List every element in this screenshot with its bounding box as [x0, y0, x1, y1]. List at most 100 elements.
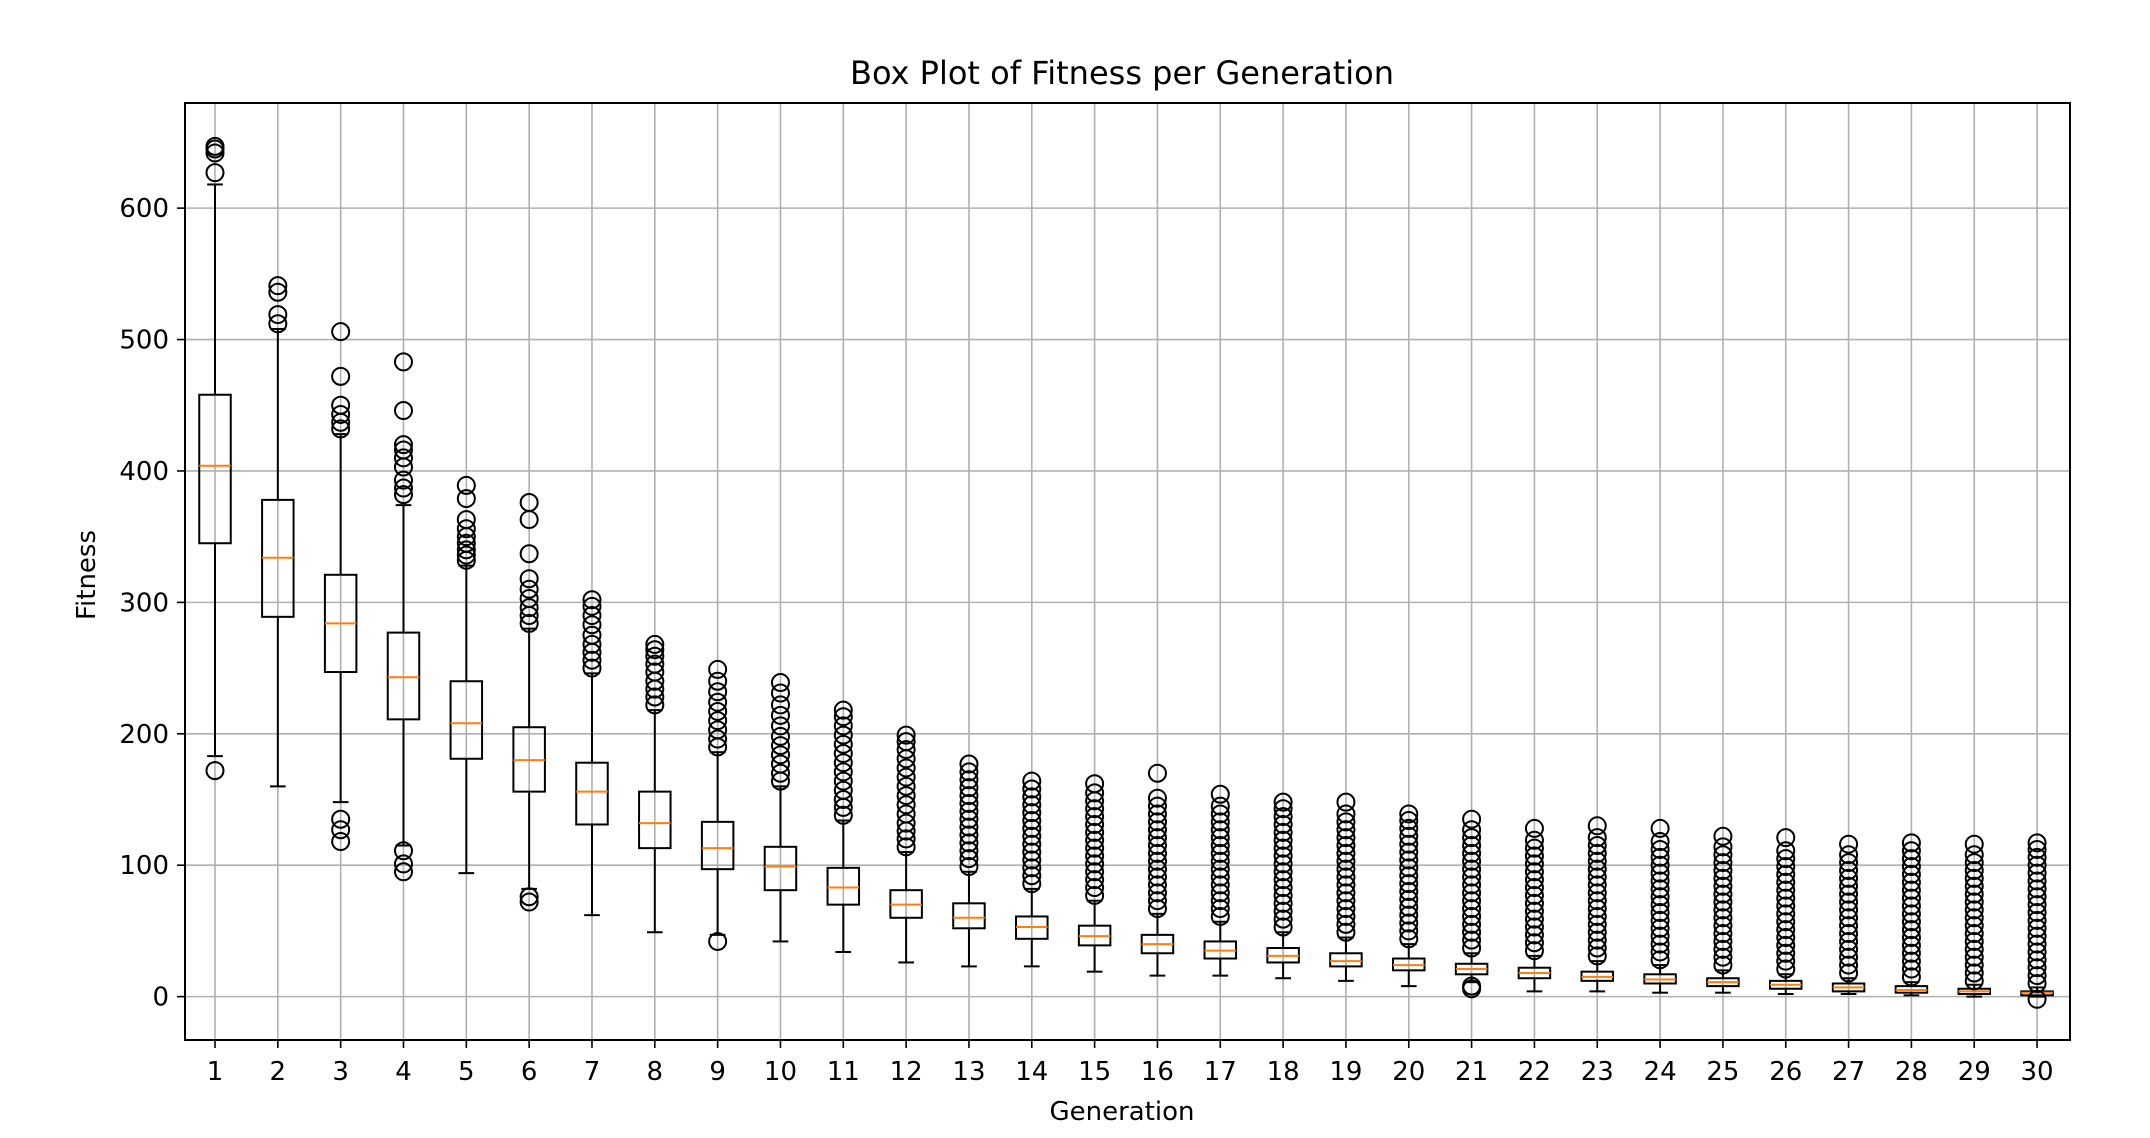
- outlier-point: [1462, 883, 1482, 903]
- outlier-point: [708, 711, 728, 731]
- outlier-point: [708, 931, 728, 951]
- outlier-point: [1022, 803, 1042, 823]
- outlier-point: [1524, 893, 1544, 913]
- outlier-point: [1776, 841, 1796, 861]
- outlier-point: [1085, 830, 1105, 850]
- outlier-point: [2027, 855, 2047, 875]
- outlier-point: [268, 276, 288, 296]
- outlier-point: [645, 640, 665, 660]
- outlier-point: [1650, 903, 1670, 923]
- outlier-point: [2027, 847, 2047, 867]
- outlier-point: [1587, 816, 1607, 836]
- outlier-point: [1901, 920, 1921, 940]
- outlier-point: [1964, 947, 1984, 967]
- outlier-point: [1839, 892, 1859, 912]
- outlier-point: [1587, 836, 1607, 856]
- outlier-point: [896, 795, 916, 815]
- outlier-point: [393, 862, 413, 882]
- outlier-point: [1022, 858, 1042, 878]
- outlier-point: [1901, 904, 1921, 924]
- outlier-point: [1524, 901, 1544, 921]
- outlier-point: [1147, 812, 1167, 832]
- box-generation-1: [198, 136, 232, 781]
- outlier-point: [331, 322, 351, 342]
- outlier-point: [268, 305, 288, 325]
- outlier-point: [1085, 862, 1105, 882]
- outlier-point: [1147, 796, 1167, 816]
- outlier-point: [582, 615, 602, 635]
- outlier-point: [1901, 912, 1921, 932]
- outlier-point: [959, 754, 979, 774]
- outlier-point: [645, 646, 665, 666]
- outlier-point: [708, 671, 728, 691]
- outlier-point: [1839, 916, 1859, 936]
- outlier-point: [833, 707, 853, 727]
- box-generation-4: [386, 352, 421, 882]
- outlier-point: [1022, 866, 1042, 886]
- outlier-point: [1964, 931, 1984, 951]
- outlier-point: [519, 598, 539, 618]
- outlier-point: [393, 485, 413, 505]
- iqr-box: [952, 902, 986, 930]
- outlier-point: [1462, 906, 1482, 926]
- outlier-point: [1399, 858, 1419, 878]
- outlier-point: [1650, 910, 1670, 930]
- outlier-point: [1587, 859, 1607, 879]
- outlier-point: [1964, 971, 1984, 991]
- outlier-point: [2027, 839, 2047, 859]
- outlier-point: [1399, 913, 1419, 933]
- x-tick-label: 11: [827, 1057, 860, 1087]
- outlier-point: [1587, 867, 1607, 887]
- outlier-point: [1462, 828, 1482, 848]
- outlier-point: [1776, 888, 1796, 908]
- outlier-point: [1524, 917, 1544, 937]
- outlier-point: [1587, 938, 1607, 958]
- outlier-point: [268, 282, 288, 302]
- outlier-point: [1210, 867, 1230, 887]
- outlier-point: [1273, 807, 1293, 827]
- outlier-point: [1022, 874, 1042, 894]
- box-generation-15: [1077, 774, 1112, 973]
- outlier-point: [1839, 876, 1859, 896]
- outlier-point: [1210, 906, 1230, 926]
- box-generation-22: [1517, 818, 1552, 993]
- outlier-point: [1399, 811, 1419, 831]
- outlier-point: [1399, 850, 1419, 870]
- outlier-point: [1273, 901, 1293, 921]
- box-generation-17: [1203, 784, 1238, 977]
- outlier-point: [1336, 792, 1356, 812]
- plot-frame: [184, 102, 2071, 1041]
- outlier-point: [1273, 814, 1293, 834]
- outlier-point: [1147, 836, 1167, 856]
- outlier-point: [896, 732, 916, 752]
- outlier-point: [1587, 899, 1607, 919]
- outlier-point: [833, 700, 853, 720]
- outlier-point: [959, 778, 979, 798]
- outlier-point: [1399, 866, 1419, 886]
- chart-title: Box Plot of Fitness per Generation: [850, 54, 1394, 92]
- outlier-point: [1776, 920, 1796, 940]
- outlier-point: [1776, 828, 1796, 848]
- x-tick-label: 23: [1581, 1057, 1614, 1087]
- outlier-point: [1336, 883, 1356, 903]
- box-generation-5: [449, 475, 484, 875]
- y-axis-label: Fitness: [72, 530, 102, 620]
- outlier-point: [896, 776, 916, 796]
- outlier-point: [331, 820, 351, 840]
- outlier-point: [331, 419, 351, 439]
- outlier-point: [1022, 842, 1042, 862]
- outlier-point: [1462, 859, 1482, 879]
- outlier-point: [1462, 938, 1482, 958]
- outlier-point: [1713, 900, 1733, 920]
- outlier-point: [1462, 930, 1482, 950]
- outlier-point: [1399, 874, 1419, 894]
- outlier-point: [770, 745, 790, 765]
- outlier-point: [1399, 826, 1419, 846]
- outlier-point: [1399, 921, 1419, 941]
- iqr-box: [1329, 952, 1363, 968]
- outlier-point: [331, 809, 351, 829]
- outlier-point: [1650, 879, 1670, 899]
- outlier-point: [1776, 951, 1796, 971]
- outlier-point: [1901, 935, 1921, 955]
- box-generation-28: [1894, 833, 1929, 997]
